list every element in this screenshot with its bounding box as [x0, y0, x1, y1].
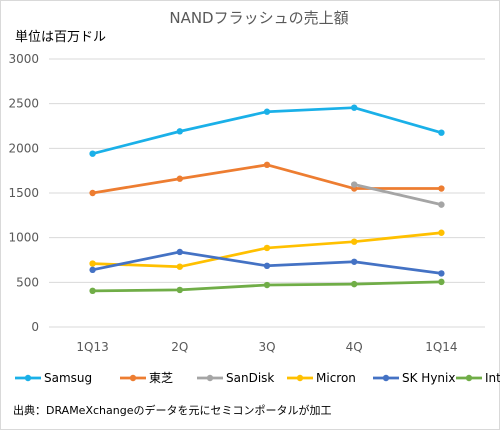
- data-point: [89, 266, 96, 274]
- series-3: [89, 229, 445, 270]
- legend-label: SanDisk: [226, 371, 274, 385]
- legend: Samsug 東芝 SanDisk Micron SK Hynix Intel: [15, 370, 500, 385]
- legend-label: Micron: [316, 371, 356, 385]
- legend-item: Samsug: [15, 371, 92, 385]
- data-point: [263, 281, 271, 289]
- series-5: [89, 278, 445, 295]
- y-tick-label: 3000: [8, 52, 39, 66]
- y-tick-label: 1000: [8, 231, 39, 245]
- legend-marker: [296, 374, 304, 382]
- gridlines: [49, 58, 485, 328]
- series-0: [89, 104, 445, 157]
- y-tick-label: 2500: [8, 97, 39, 111]
- legend-label: Samsug: [44, 371, 92, 385]
- x-axis-ticks: 1Q13 2Q 3Q 4Q 1Q14: [76, 340, 457, 354]
- data-point: [89, 189, 96, 197]
- data-point: [89, 260, 96, 267]
- data-point: [176, 248, 183, 256]
- data-point: [351, 104, 358, 111]
- data-point: [438, 278, 445, 286]
- legend-label: SK Hynix: [402, 371, 455, 385]
- chart-title: NANDフラッシュの売上額: [169, 9, 348, 27]
- series-line: [353, 183, 442, 206]
- data-point: [176, 286, 183, 294]
- data-point: [89, 287, 96, 295]
- data-point: [263, 108, 271, 115]
- legend-item: SK Hynix: [373, 371, 455, 385]
- series-lines: [89, 104, 445, 295]
- data-point: [176, 175, 183, 182]
- legend-item: Micron: [287, 371, 356, 385]
- series-2: [351, 181, 445, 208]
- data-point: [351, 238, 358, 245]
- y-tick-label: 2000: [8, 141, 39, 155]
- data-point: [438, 201, 445, 208]
- legend-item: 東芝: [120, 370, 173, 385]
- legend-item: Intel: [456, 371, 500, 385]
- data-point: [263, 244, 271, 252]
- data-point: [176, 128, 183, 135]
- data-point: [438, 129, 445, 136]
- x-tick-label: 3Q: [258, 340, 275, 354]
- x-tick-label: 1Q13: [76, 340, 108, 354]
- source-note: 出典：DRAMeXchangeのデータを元にセミコンポータルが加工: [13, 403, 331, 417]
- x-tick-label: 1Q14: [425, 340, 457, 354]
- data-point: [263, 262, 271, 270]
- legend-marker: [465, 374, 473, 382]
- x-tick-label: 2Q: [171, 340, 188, 354]
- series-line: [92, 163, 442, 195]
- y-tick-label: 500: [16, 275, 39, 289]
- data-point: [438, 185, 445, 192]
- data-point: [438, 270, 445, 277]
- y-tick-label: 0: [31, 320, 39, 334]
- data-point: [351, 258, 358, 265]
- data-point: [351, 280, 358, 288]
- y-axis-ticks: 0 500 1000 1500 2000 2500 3000: [8, 52, 39, 334]
- legend-label: Intel: [485, 371, 500, 385]
- legend-item: SanDisk: [197, 371, 274, 385]
- legend-label: 東芝: [149, 370, 173, 385]
- legend-marker: [206, 374, 214, 382]
- legend-marker: [382, 374, 390, 382]
- data-point: [263, 161, 271, 169]
- data-point: [351, 181, 358, 188]
- series-1: [89, 161, 445, 197]
- series-4: [89, 248, 445, 277]
- data-point: [438, 229, 445, 236]
- data-point: [89, 150, 96, 157]
- legend-marker: [129, 374, 137, 382]
- x-tick-label: 4Q: [346, 340, 363, 354]
- legend-marker: [24, 374, 32, 382]
- y-axis-unit-label: 単位は百万ドル: [15, 29, 106, 45]
- y-tick-label: 1500: [8, 186, 39, 200]
- data-point: [176, 263, 183, 270]
